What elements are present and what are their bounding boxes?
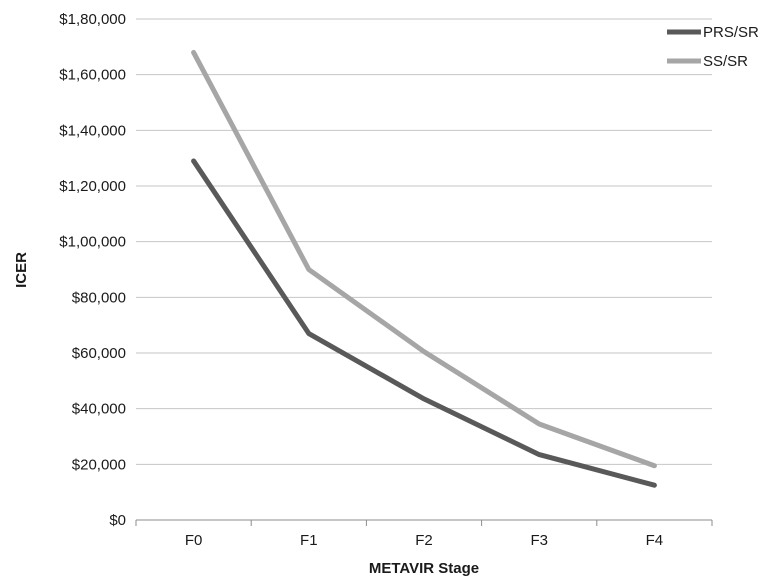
y-tick-labels: $0 $20,000 $40,000 $60,000 $80,000 $1,00,000 $… — [59, 11, 126, 529]
x-tick-label: F1 — [300, 532, 318, 549]
x-axis-title: METAVIR Stage — [369, 560, 479, 577]
x-tick-labels: F0 F1 F2 F3 F4 — [185, 532, 663, 549]
legend-label: SS/SR — [703, 53, 748, 70]
y-axis-title: ICER — [13, 252, 30, 288]
series-line-ss-sr — [191, 49, 657, 469]
series-line-prs-sr — [191, 158, 657, 488]
legend: PRS/SR SS/SR — [667, 24, 759, 70]
y-tick-label: $1,60,000 — [59, 67, 126, 84]
x-tick-label: F4 — [646, 532, 664, 549]
y-tick-label: $1,40,000 — [59, 122, 126, 139]
y-tick-label: $80,000 — [72, 289, 126, 306]
y-tick-label: $1,80,000 — [59, 11, 126, 28]
axes — [135, 519, 713, 526]
x-tick-label: F0 — [185, 532, 203, 549]
y-tick-label: $0 — [109, 512, 126, 529]
series-lines — [191, 49, 657, 488]
y-tick-label: $1,20,000 — [59, 178, 126, 195]
legend-label: PRS/SR — [703, 24, 759, 41]
y-tick-label: $1,00,000 — [59, 234, 126, 251]
y-tick-label: $20,000 — [72, 456, 126, 473]
gridlines — [136, 18, 712, 465]
y-tick-label: $40,000 — [72, 401, 126, 418]
x-tick-label: F3 — [530, 532, 548, 549]
y-tick-label: $60,000 — [72, 345, 126, 362]
x-tick-label: F2 — [415, 532, 433, 549]
